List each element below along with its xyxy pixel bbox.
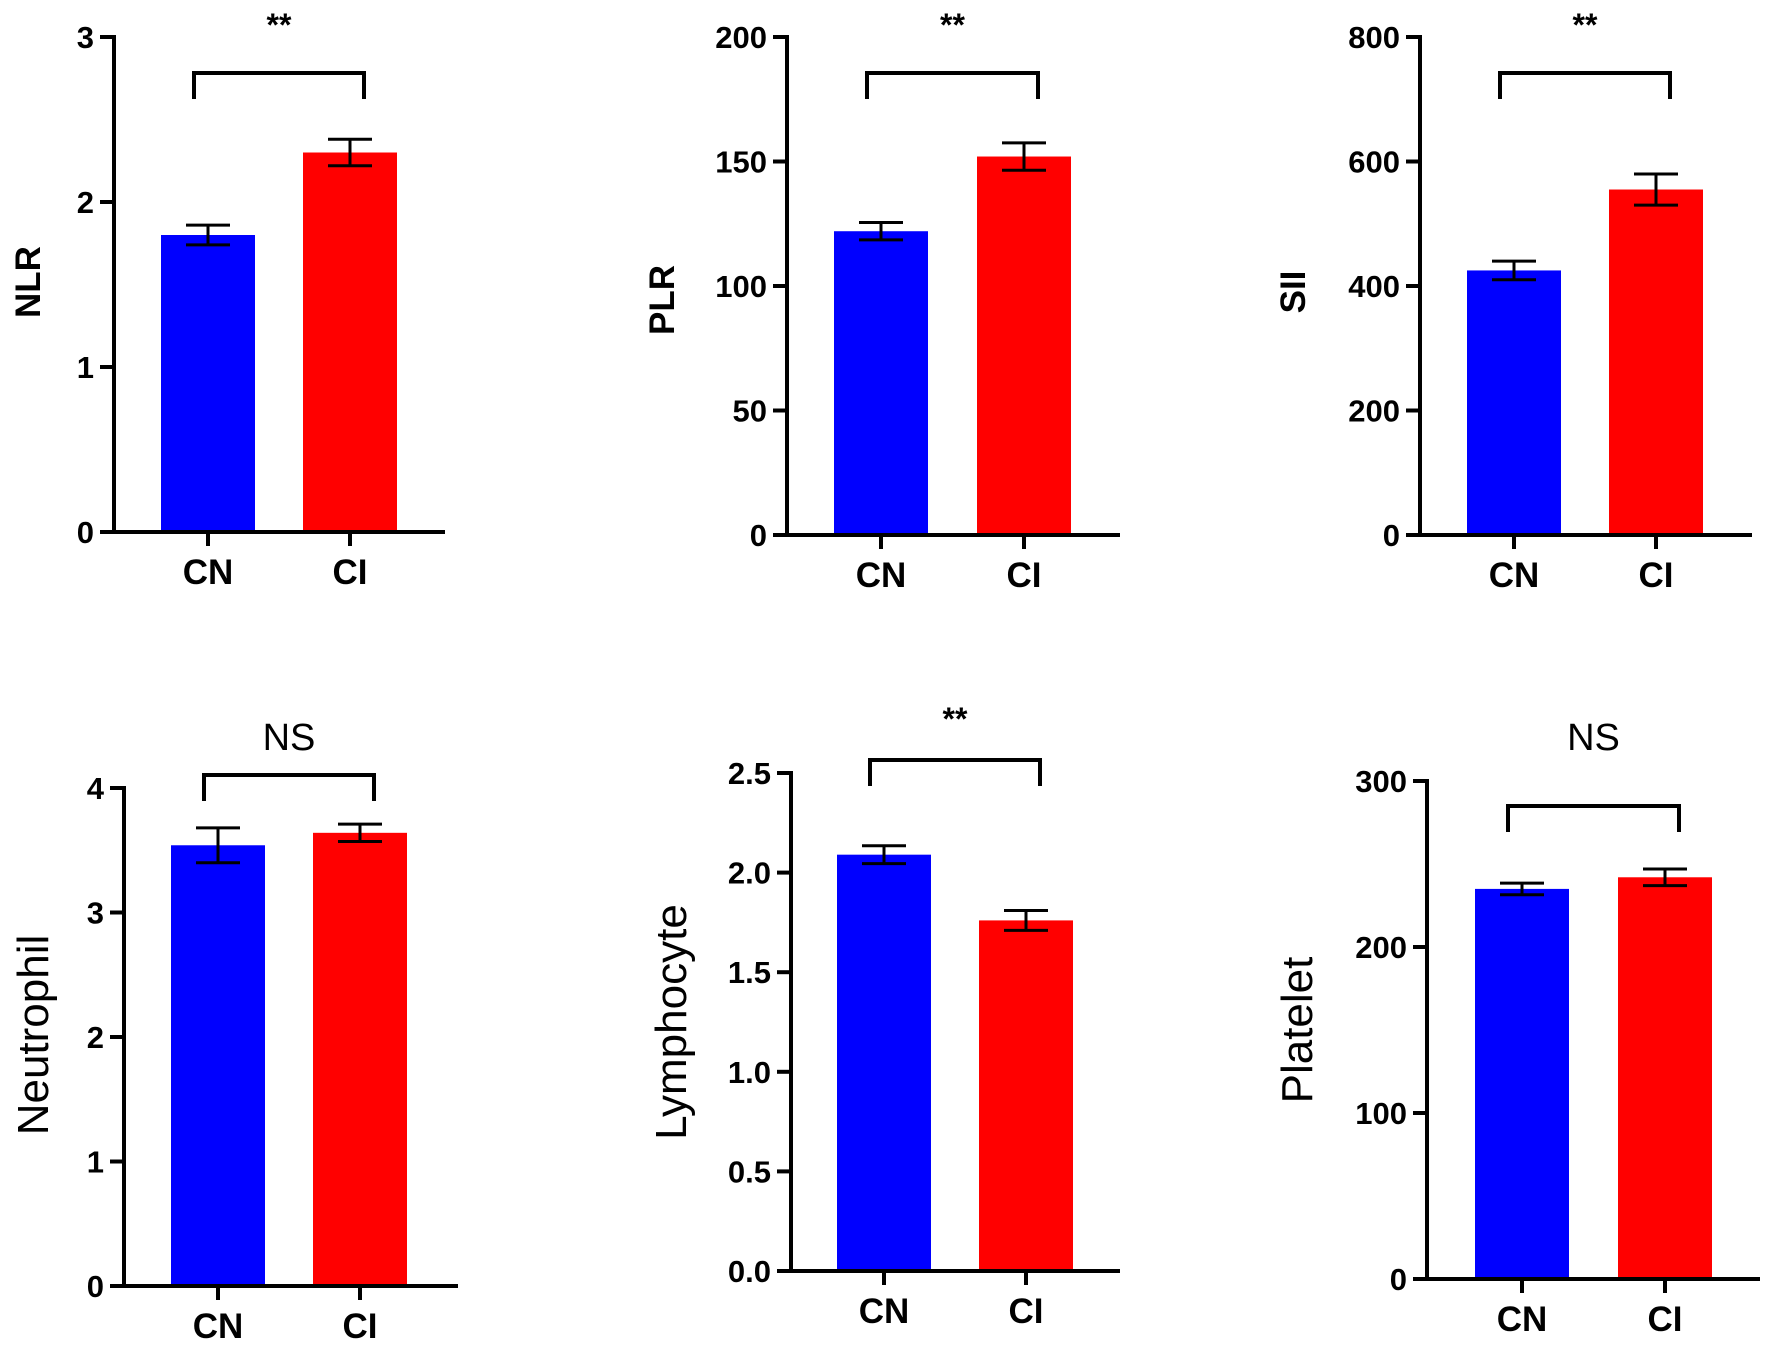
y-tick-label: 100 bbox=[1355, 1096, 1407, 1131]
y-tick-label: 2 bbox=[87, 1020, 104, 1055]
error-bar-cn bbox=[186, 223, 230, 247]
y-axis-label: NLR bbox=[9, 246, 48, 318]
y-tick-label: 0 bbox=[1383, 518, 1400, 553]
bar-cn bbox=[161, 235, 255, 532]
y-tick-label: 2.0 bbox=[728, 856, 771, 891]
y-tick-label: 400 bbox=[1348, 269, 1400, 304]
y-tick-label: 4 bbox=[87, 771, 105, 806]
y-tick-label: 2 bbox=[77, 185, 94, 220]
significance-bracket bbox=[1506, 804, 1681, 832]
bar-ci bbox=[303, 152, 397, 532]
y-tick-label: 0.0 bbox=[728, 1254, 771, 1289]
x-tick-label-ci: CI bbox=[1007, 556, 1042, 595]
x-tick-label-ci: CI bbox=[1009, 1292, 1044, 1331]
y-tick-label: 1.0 bbox=[728, 1055, 771, 1090]
bar-cn bbox=[1475, 888, 1569, 1279]
y-tick-label: 200 bbox=[1348, 394, 1400, 429]
x-tick-label-cn: CN bbox=[193, 1307, 244, 1346]
significance-label: NS bbox=[263, 717, 316, 759]
error-bar-ci bbox=[1002, 141, 1046, 172]
y-tick-label: 1 bbox=[77, 350, 94, 385]
y-tick-label: 150 bbox=[715, 145, 767, 180]
y-tick-label: 300 bbox=[1355, 764, 1407, 799]
y-tick-label: 1.5 bbox=[728, 955, 771, 990]
error-bar-cn bbox=[1500, 881, 1544, 897]
y-tick-label: 0 bbox=[87, 1269, 104, 1304]
x-tick-label-cn: CN bbox=[859, 1292, 910, 1331]
significance-label: ** bbox=[1573, 7, 1598, 43]
y-tick-label: 600 bbox=[1348, 145, 1400, 180]
significance-bracket bbox=[202, 773, 376, 801]
bar-ci bbox=[1618, 877, 1712, 1279]
x-tick-label-cn: CN bbox=[856, 556, 907, 595]
error-bar-ci bbox=[1643, 867, 1687, 888]
y-tick-label: 3 bbox=[87, 896, 104, 931]
x-tick-label-cn: CN bbox=[1497, 1300, 1548, 1339]
error-bar-cn bbox=[1492, 259, 1536, 282]
chart-panel-sii: 0 200 400 600 800 CN CI SII ** bbox=[1274, 7, 1752, 595]
significance-label: NS bbox=[1567, 717, 1620, 759]
significance-bracket bbox=[868, 758, 1042, 786]
bar-ci bbox=[977, 156, 1071, 535]
significance-label: ** bbox=[943, 701, 968, 737]
y-tick-label: 50 bbox=[733, 394, 767, 429]
significance-label: ** bbox=[267, 7, 292, 43]
y-tick-label: 1 bbox=[87, 1145, 104, 1180]
bar-cn bbox=[171, 845, 265, 1286]
error-bar-ci bbox=[1004, 908, 1048, 932]
error-bar-cn bbox=[862, 844, 906, 866]
y-tick-label: 200 bbox=[715, 20, 767, 55]
significance-bracket bbox=[1498, 71, 1672, 99]
x-tick-label-cn: CN bbox=[183, 553, 234, 592]
y-axis-label: Platelet bbox=[1273, 957, 1322, 1104]
error-bar-ci bbox=[328, 137, 372, 168]
bar-ci bbox=[979, 920, 1073, 1271]
significance-bracket bbox=[192, 71, 366, 99]
x-tick-label-ci: CI bbox=[1648, 1300, 1683, 1339]
y-tick-label: 0 bbox=[77, 515, 94, 550]
error-bar-cn bbox=[859, 221, 903, 242]
chart-panel-nlr: 0 1 2 3 CN CI NLR ** bbox=[9, 7, 445, 592]
error-bar-ci bbox=[1634, 172, 1678, 207]
y-axis-label: PLR bbox=[643, 265, 682, 335]
y-tick-label: 0 bbox=[750, 518, 767, 553]
x-tick-label-ci: CI bbox=[333, 553, 368, 592]
y-axis-label: Lymphocyte bbox=[647, 904, 696, 1140]
significance-bracket bbox=[865, 71, 1040, 99]
y-tick-label: 2.5 bbox=[728, 756, 771, 791]
significance-label: ** bbox=[940, 7, 965, 43]
bar-cn bbox=[837, 854, 931, 1271]
y-tick-label: 200 bbox=[1355, 930, 1407, 965]
bar-ci bbox=[1609, 189, 1703, 535]
y-axis-label: SII bbox=[1274, 271, 1313, 314]
error-bar-ci bbox=[338, 822, 382, 844]
y-tick-label: 0.5 bbox=[728, 1154, 771, 1189]
y-tick-label: 800 bbox=[1348, 20, 1400, 55]
chart-panel-platelet: 0 100 200 300 CN CI Platelet NS bbox=[1273, 717, 1760, 1339]
x-tick-label-ci: CI bbox=[343, 1307, 378, 1346]
chart-panel-neutrophil: 0 1 2 3 4 CN CI Neutrophil NS bbox=[9, 717, 458, 1346]
chart-panel-lymphocyte: 0.0 0.5 1.0 1.5 2.0 2.5 CN CI Lymphocyte ** bbox=[647, 701, 1120, 1331]
chart-panel-plr: 0 50 100 150 200 CN CI PLR ** bbox=[643, 7, 1120, 595]
y-tick-label: 3 bbox=[77, 20, 94, 55]
bar-cn bbox=[834, 231, 928, 535]
x-tick-label-cn: CN bbox=[1489, 556, 1540, 595]
x-tick-label-ci: CI bbox=[1639, 556, 1674, 595]
y-axis-label: Neutrophil bbox=[9, 935, 58, 1136]
y-tick-label: 0 bbox=[1390, 1262, 1407, 1297]
bar-ci bbox=[313, 832, 407, 1286]
error-bar-cn bbox=[196, 826, 240, 865]
bar-cn bbox=[1467, 270, 1561, 535]
y-tick-label: 100 bbox=[715, 269, 767, 304]
